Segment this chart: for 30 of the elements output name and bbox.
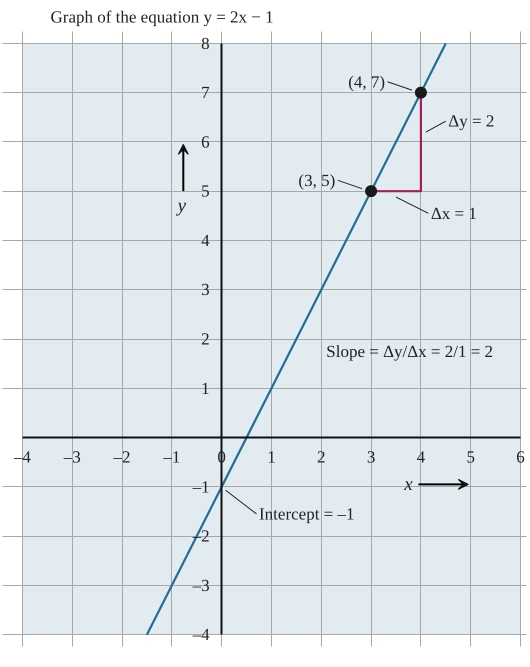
x-tick-label: –4 <box>12 448 32 467</box>
annotation: (4, 7) <box>348 72 386 92</box>
x-tick-label: 5 <box>466 448 475 467</box>
annotation: Δy = 2 <box>448 112 494 131</box>
annotation: Δx = 1 <box>430 204 477 223</box>
y-tick-label: –3 <box>192 576 210 595</box>
x-tick-label: 4 <box>416 448 426 467</box>
x-tick-label: –1 <box>162 448 180 467</box>
x-tick-label: 3 <box>366 448 376 467</box>
x-tick-label: –2 <box>112 448 131 467</box>
annotation: Slope = Δy/Δx = 2/1 = 2 <box>326 342 494 361</box>
y-tick-label: 2 <box>201 330 210 348</box>
x-tick-label: 1 <box>267 448 276 467</box>
x-tick-label: 2 <box>317 448 326 467</box>
annotation: Intercept = –1 <box>259 504 355 524</box>
y-tick-label: 3 <box>201 280 210 300</box>
y-tick-label: 8 <box>201 34 210 53</box>
y-tick-label: 6 <box>201 132 210 152</box>
x-tick-label: –3 <box>62 448 81 467</box>
y-axis-title: y <box>176 195 187 216</box>
y-tick-label: 1 <box>201 378 210 398</box>
x-axis-title: x <box>403 474 414 495</box>
y-tick-label: –1 <box>192 477 210 496</box>
y-tick-label: 7 <box>201 83 210 102</box>
annotation: (3, 5) <box>298 170 336 190</box>
x-tick-label: 6 <box>516 448 525 467</box>
y-tick-label: 5 <box>201 182 210 201</box>
chart-title: Graph of the equation y = 2x − 1 <box>50 8 274 26</box>
y-tick-label: –4 <box>192 625 210 644</box>
y-tick-label: 4 <box>201 230 210 250</box>
